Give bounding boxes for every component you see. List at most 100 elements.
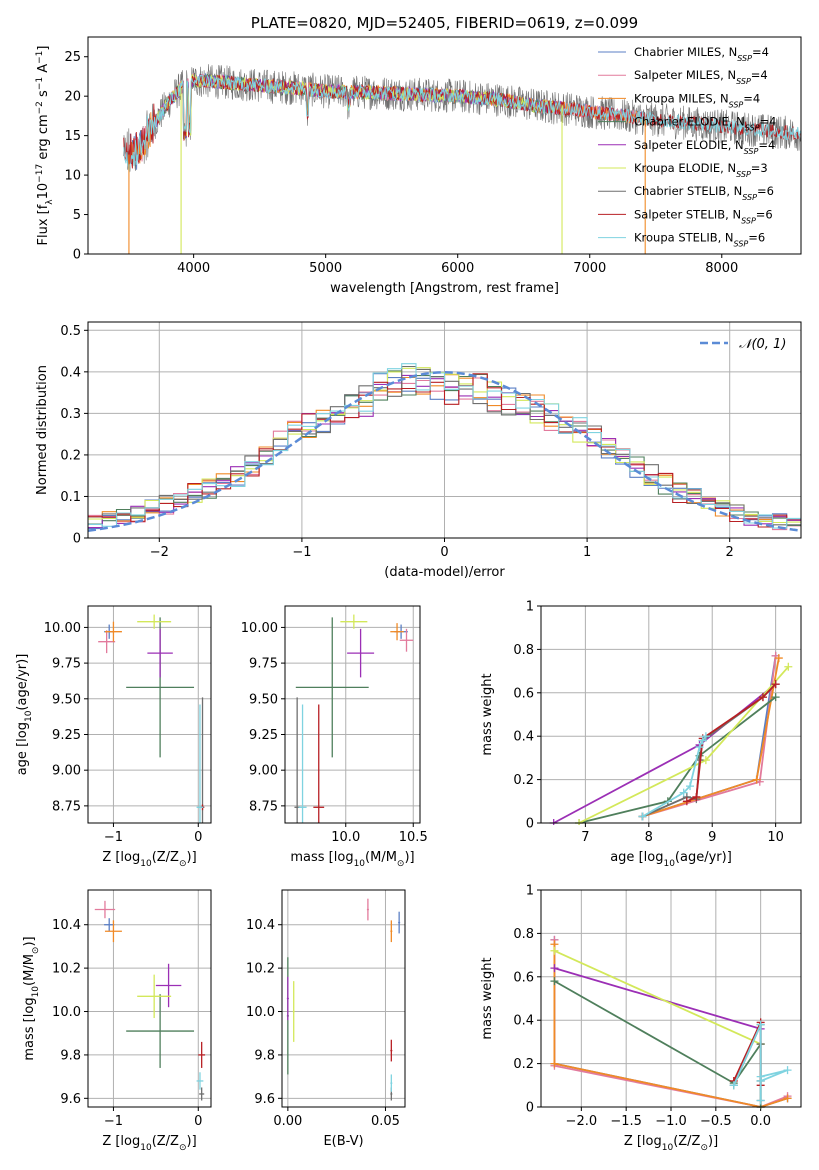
data-point (390, 1039, 393, 1062)
data-point (196, 1072, 204, 1090)
x-tick-label: 0 (440, 545, 448, 560)
data-point (147, 628, 173, 678)
mass-vs-Z-frame (87, 889, 212, 1108)
data-point (398, 911, 401, 934)
y-tick-label: 0.1 (60, 490, 81, 505)
x-tick-label: 8 (645, 830, 653, 845)
marker (550, 977, 559, 986)
marker (679, 788, 688, 797)
x-tick-label: −1 (104, 1114, 123, 1129)
mass-weight-vs-age-axes: 7 8 9 10 0 0.2 0.4 0.6 0.8 1 age [log10(age/yr)] ma… (480, 600, 802, 869)
y-tick-label: 10.0 (52, 1005, 81, 1020)
y-tick-label: 0.2 (60, 448, 81, 463)
spectrum-line (123, 73, 801, 173)
legend-item: 𝒩(0, 1) (739, 337, 786, 352)
data-point (390, 1074, 393, 1092)
x-tick-label: 0 (194, 1114, 202, 1129)
y-tick-label: 1 (526, 884, 534, 899)
x-axis-label: Z [log10(Z/Z⊙)] (624, 1134, 718, 1153)
legend: Chabrier MILES, NSSP=4 Salpeter MILES, NS… (598, 45, 776, 248)
x-tick-label: 10.5 (399, 830, 428, 845)
data-point (390, 920, 393, 943)
mass-vs-EBV-frame (281, 889, 406, 1108)
x-tick-label: 7000 (573, 261, 606, 276)
y-tick-label: 9.75 (52, 657, 81, 672)
error-bars (94, 900, 206, 1101)
mass-weight-vs-Z-axes: −2.0 −1.5 −1.0 −0.5 0.0 0 0.2 0.4 0.6 0.8 1 Z [log1… (480, 884, 802, 1153)
mass-weight-vs-Z-frame (540, 889, 802, 1108)
x-tick-label: 1 (583, 545, 591, 560)
legend-item: Kroupa STELIB, NSSP=6 (634, 231, 765, 249)
y-tick-label: 9.50 (249, 692, 278, 707)
mass-vs-EBV-axes: 0.00 0.05 9.6 9.8 10.0 10.2 10.4 E(B-V) (246, 889, 406, 1149)
x-tick-label: 0.05 (371, 1114, 400, 1129)
y-tick-label: 9.50 (52, 692, 81, 707)
marker (686, 782, 695, 791)
marker (783, 1066, 792, 1075)
y-tick-label: 0 (526, 1101, 534, 1116)
data-point (292, 981, 295, 1042)
y-tick-label: 9.6 (254, 1092, 275, 1107)
x-tick-label: 0 (194, 830, 202, 845)
y-tick-label: 10.2 (246, 962, 275, 977)
y-tick-label: 10 (64, 169, 81, 184)
data-point (295, 617, 369, 758)
x-tick-label: 4000 (177, 261, 210, 276)
data-point (104, 918, 115, 932)
legend-item: Salpeter ELODIE, NSSP=4 (634, 138, 775, 156)
y-tick-label: 9.00 (249, 764, 278, 779)
y-tick-label: 0.2 (513, 773, 534, 788)
histogram-line (88, 363, 801, 529)
y-tick-label: 0.4 (60, 365, 81, 380)
age-vs-Z-axes: −1 0 8.75 9.00 9.25 9.50 9.75 10.00 Z [log10(Z/Z… (15, 605, 212, 869)
y-axis-label: mass [log10(M/M⊙)] (22, 936, 41, 1060)
y-tick-label: 1 (526, 600, 534, 615)
x-axis-label: mass [log10(M/M⊙)] (290, 850, 414, 869)
marker (638, 812, 647, 821)
x-axis-label: age [log10(age/yr)] (610, 850, 732, 869)
y-tick-label: 9.25 (249, 728, 278, 743)
mass-vs-Z-axes: −1 0 9.6 9.8 10.0 10.2 10.4 Z [log10(Z/Z⊙)] mass… (22, 889, 212, 1153)
y-tick-label: 0 (73, 532, 81, 547)
legend-item: Kroupa MILES, NSSP=4 (634, 91, 760, 109)
x-tick-label: −1.0 (655, 1114, 687, 1129)
marker (756, 1096, 765, 1105)
x-axis-label: Z [log10(Z/Z⊙)] (102, 1134, 196, 1153)
age-vs-mass-frame (284, 605, 421, 824)
y-axis-label: Normed distribution (35, 365, 50, 495)
y-tick-label: 9.8 (254, 1048, 275, 1063)
y-axis-label: mass weight (480, 957, 495, 1039)
weight-lines (550, 935, 792, 1109)
data-point (399, 628, 414, 652)
age-vs-mass-axes: 10.0 10.5 8.75 9.00 9.25 9.50 9.75 10.00 mass [l… (241, 605, 428, 869)
x-tick-label: 6000 (441, 261, 474, 276)
data-point (137, 614, 172, 629)
x-tick-label: −2.0 (566, 1114, 598, 1129)
chart-title: PLATE=0820, MJD=52405, FIBERID=0619, z=0… (251, 14, 638, 32)
y-tick-label: 0.3 (60, 407, 81, 422)
y-axis-label: mass weight (480, 673, 495, 755)
legend-item: Chabrier MILES, NSSP=4 (634, 45, 769, 63)
y-tick-label: 0.5 (60, 324, 81, 339)
x-axis-label: Z [log10(Z/Z⊙)] (102, 850, 196, 869)
y-tick-label: 20 (64, 90, 81, 105)
y-tick-label: 0.4 (513, 730, 534, 745)
data-point (347, 628, 375, 678)
data-point (94, 900, 116, 919)
y-tick-label: 0.6 (513, 970, 534, 985)
error-bars (294, 614, 414, 823)
data-point (298, 704, 307, 823)
data-point (390, 623, 404, 641)
y-tick-label: 5 (73, 208, 81, 223)
x-tick-label: 7 (581, 830, 589, 845)
y-tick-label: 9.6 (60, 1092, 81, 1107)
legend-item: Salpeter MILES, NSSP=4 (634, 68, 768, 86)
data-point (98, 630, 116, 654)
error-bars (286, 898, 401, 1101)
x-tick-label: −0.5 (700, 1114, 732, 1129)
y-tick-label: 0 (73, 248, 81, 263)
mass-weight-vs-age-frame (540, 605, 802, 824)
marker (771, 693, 780, 702)
marker (682, 797, 691, 806)
